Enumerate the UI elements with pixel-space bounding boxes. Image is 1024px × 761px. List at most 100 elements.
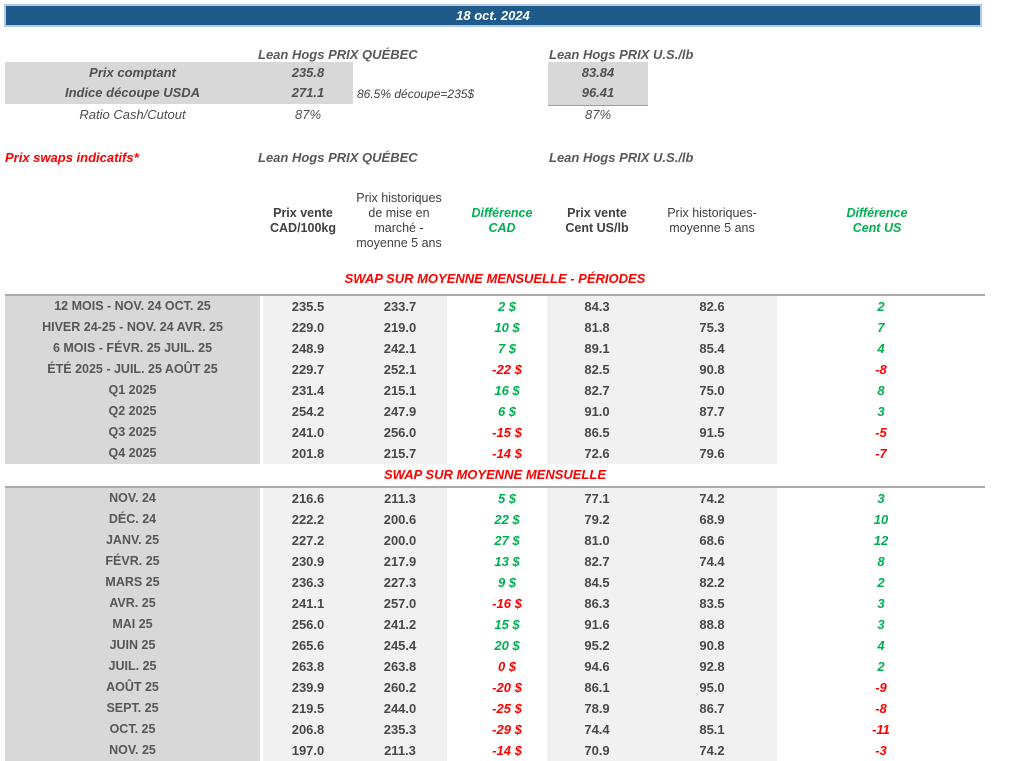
price-sell-cad: 206.8: [291, 722, 325, 737]
price-hist-cad: 241.2: [383, 617, 417, 632]
diff-cad: 9 $: [497, 575, 517, 590]
summary-qc-value: 235.8: [291, 65, 325, 80]
price-hist-cad: 211.3: [384, 743, 416, 758]
row-label: MAI 25: [112, 617, 153, 631]
diff-cad: -14 $: [492, 446, 522, 461]
price-hist-us: 91.5: [699, 425, 725, 440]
diff-cad: -25 $: [492, 701, 522, 716]
price-sell-us: 84.3: [584, 299, 610, 314]
diff-cad: -20 $: [492, 680, 522, 695]
table-row: Q2 2025 254.2 247.9 6 $ 91.0 87.7 3: [5, 401, 985, 422]
diff-us: 12: [873, 533, 889, 548]
price-sell-us: 91.0: [584, 404, 610, 419]
price-sell-us: 86.5: [584, 425, 610, 440]
summary-us-value: 87%: [584, 107, 612, 122]
price-hist-us: 68.9: [699, 512, 725, 527]
table-row: 12 MOIS - NOV. 24 OCT. 25 235.5 233.7 2 …: [5, 296, 985, 317]
diff-cad: 15 $: [494, 617, 520, 632]
table-row: JUIN 25 265.6 245.4 20 $ 95.2 90.8 4: [5, 635, 985, 656]
summary-qc-value: 271.1: [291, 85, 325, 100]
price-hist-cad: 217.9: [383, 554, 417, 569]
us-columns-stripe: [547, 488, 777, 761]
diff-cad: 7 $: [497, 341, 517, 356]
price-sell-us: 82.5: [584, 362, 610, 377]
row-label: OCT. 25: [109, 722, 156, 736]
diff-cad: 27 $: [494, 533, 520, 548]
price-sell-cad: 222.2: [291, 512, 325, 527]
table-row: FÉVR. 25 230.9 217.9 13 $ 82.7 74.4 8: [5, 551, 985, 572]
price-sell-us: 79.2: [584, 512, 610, 527]
summary-qc-title: Lean Hogs PRIX QUÉBEC: [258, 47, 418, 62]
diff-cad: 5 $: [497, 491, 517, 506]
table-row: SEPT. 25 219.5 244.0 -25 $ 78.9 86.7 -8: [5, 698, 985, 719]
summary-us-value: 83.84: [581, 65, 615, 80]
row-label: Q2 2025: [108, 404, 157, 418]
swap-table-periods: 12 MOIS - NOV. 24 OCT. 25 235.5 233.7 2 …: [5, 294, 985, 464]
row-label: DÉC. 24: [108, 512, 157, 526]
row-label: 12 MOIS - NOV. 24 OCT. 25: [54, 299, 211, 313]
table-row: MAI 25 256.0 241.2 15 $ 91.6 88.8 3: [5, 614, 985, 635]
diff-cad: -22 $: [492, 362, 522, 377]
price-sell-us: 74.4: [584, 722, 610, 737]
cutout-note: 86.5% découpe=235$: [357, 87, 475, 101]
row-label: MARS 25: [105, 575, 160, 589]
row-label: SEPT. 25: [106, 701, 159, 715]
diff-cad: 2 $: [497, 299, 517, 314]
price-sell-us: 86.1: [584, 680, 610, 695]
diff-cad: 13 $: [494, 554, 520, 569]
price-sell-cad: 241.0: [291, 425, 325, 440]
table-row: NOV. 25 197.0 211.3 -14 $ 70.9 74.2 -3: [5, 740, 985, 761]
price-hist-us: 85.1: [699, 722, 725, 737]
col-header-hist-us: Prix historiques- moyenne 5 ans: [667, 206, 757, 235]
price-sell-us: 78.9: [584, 701, 610, 716]
price-hist-cad: 200.0: [383, 533, 417, 548]
label-column-stripe: [5, 296, 260, 464]
diff-us: -7: [875, 446, 887, 461]
table-row: ÉTÉ 2025 - JUIL. 25 AOÛT 25 229.7 252.1 …: [5, 359, 985, 380]
price-hist-us: 75.3: [699, 320, 725, 335]
diff-us: -9: [875, 680, 887, 695]
price-hist-cad: 256.0: [383, 425, 417, 440]
row-label: FÉVR. 25: [105, 554, 160, 568]
price-hist-us: 90.8: [699, 638, 725, 653]
price-sell-cad: 248.9: [291, 341, 325, 356]
swaps-qc-title: Lean Hogs PRIX QUÉBEC: [258, 150, 418, 165]
price-hist-cad: 215.1: [383, 383, 417, 398]
price-hist-us: 86.7: [699, 701, 725, 716]
row-label: AVR. 25: [109, 596, 156, 610]
price-hist-cad: 233.7: [383, 299, 417, 314]
diff-us: 4: [877, 341, 885, 356]
diff-cad: 6 $: [497, 404, 517, 419]
table-row: AOÛT 25 239.9 260.2 -20 $ 86.1 95.0 -9: [5, 677, 985, 698]
price-hist-us: 74.2: [699, 743, 725, 758]
diff-us: 2: [877, 299, 885, 314]
price-sell-cad: 235.5: [291, 299, 325, 314]
col-header-sell-us: Prix vente Cent US/lb: [565, 206, 629, 235]
col-header-diff-us: Différence Cent US: [846, 206, 908, 235]
price-hist-cad: 245.4: [383, 638, 417, 653]
row-label: HIVER 24-25 - NOV. 24 AVR. 25: [42, 320, 223, 334]
price-sell-us: 84.5: [584, 575, 610, 590]
diff-us: -8: [875, 362, 887, 377]
price-sell-cad: 263.8: [291, 659, 325, 674]
price-hist-us: 75.0: [699, 383, 725, 398]
table-row: Q1 2025 231.4 215.1 16 $ 82.7 75.0 8: [5, 380, 985, 401]
price-hist-cad: 227.3: [383, 575, 417, 590]
price-hist-cad: 244.0: [383, 701, 417, 716]
summary-qc-value: 87%: [294, 107, 322, 122]
col-header-diff-cad: Différence CAD: [471, 206, 533, 235]
price-hist-us: 85.4: [699, 341, 725, 356]
row-label: NOV. 24: [109, 491, 156, 505]
price-hist-us: 92.8: [699, 659, 725, 674]
diff-us: -5: [875, 425, 887, 440]
price-hist-us: 79.6: [699, 446, 725, 461]
price-sell-us: 86.3: [584, 596, 610, 611]
price-sell-cad: 201.8: [291, 446, 325, 461]
price-sell-us: 77.1: [584, 491, 610, 506]
row-label: Q4 2025: [108, 446, 157, 460]
summary-row-label: Ratio Cash/Cutout: [79, 107, 186, 122]
table-row: HIVER 24-25 - NOV. 24 AVR. 25 229.0 219.…: [5, 317, 985, 338]
diff-us: 8: [877, 554, 885, 569]
price-hist-us: 82.6: [699, 299, 725, 314]
diff-us: 3: [877, 404, 885, 419]
